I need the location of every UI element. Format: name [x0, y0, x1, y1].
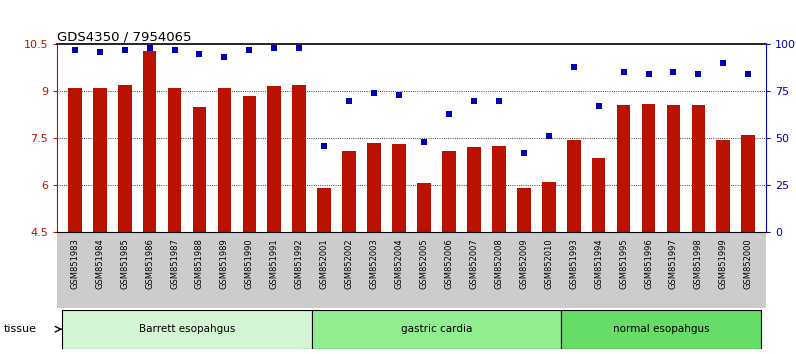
Bar	[542, 182, 556, 232]
Bar	[741, 135, 755, 232]
Point	[368, 90, 380, 96]
Point	[293, 45, 306, 51]
Point	[392, 92, 405, 98]
Bar	[168, 88, 181, 232]
Bar	[591, 158, 606, 232]
Point	[592, 103, 605, 109]
Point	[318, 143, 330, 148]
Point	[68, 47, 81, 53]
Bar	[267, 86, 281, 232]
Point	[119, 47, 131, 53]
Bar	[142, 51, 157, 232]
Bar	[68, 88, 82, 232]
Point	[193, 51, 206, 57]
Point	[493, 98, 505, 103]
Point	[268, 45, 281, 51]
Point	[642, 72, 655, 77]
Text: gastric cardia: gastric cardia	[401, 324, 472, 334]
Point	[218, 55, 231, 60]
Bar	[292, 85, 306, 232]
Bar	[342, 150, 356, 232]
Text: Barrett esopahgus: Barrett esopahgus	[139, 324, 235, 334]
Point	[418, 139, 431, 145]
Bar	[318, 188, 331, 232]
Point	[542, 133, 555, 139]
Point	[742, 72, 755, 77]
Text: GDS4350 / 7954065: GDS4350 / 7954065	[57, 30, 192, 43]
Bar	[467, 147, 481, 232]
Bar	[666, 105, 681, 232]
Point	[617, 70, 630, 75]
Bar	[392, 144, 406, 232]
Bar	[417, 183, 431, 232]
Point	[568, 64, 580, 70]
Point	[467, 98, 480, 103]
Bar	[716, 139, 730, 232]
Point	[168, 47, 181, 53]
Bar	[118, 85, 131, 232]
Bar	[617, 105, 630, 232]
Bar	[367, 143, 381, 232]
Point	[717, 60, 730, 66]
Bar	[93, 88, 107, 232]
Bar	[561, 310, 761, 349]
Bar	[243, 96, 256, 232]
Text: tissue: tissue	[4, 324, 37, 334]
Text: normal esopahgus: normal esopahgus	[613, 324, 709, 334]
Point	[143, 45, 156, 51]
Point	[692, 72, 704, 77]
Bar	[517, 188, 531, 232]
Point	[443, 111, 455, 116]
Bar	[62, 310, 312, 349]
Bar	[642, 104, 655, 232]
Point	[243, 47, 256, 53]
Bar	[312, 310, 561, 349]
Bar	[193, 107, 206, 232]
Bar	[492, 146, 505, 232]
Point	[517, 150, 530, 156]
Bar	[692, 105, 705, 232]
Bar	[217, 88, 232, 232]
Point	[667, 70, 680, 75]
Point	[343, 98, 356, 103]
Bar	[442, 150, 456, 232]
Point	[93, 49, 106, 55]
Bar	[567, 139, 580, 232]
